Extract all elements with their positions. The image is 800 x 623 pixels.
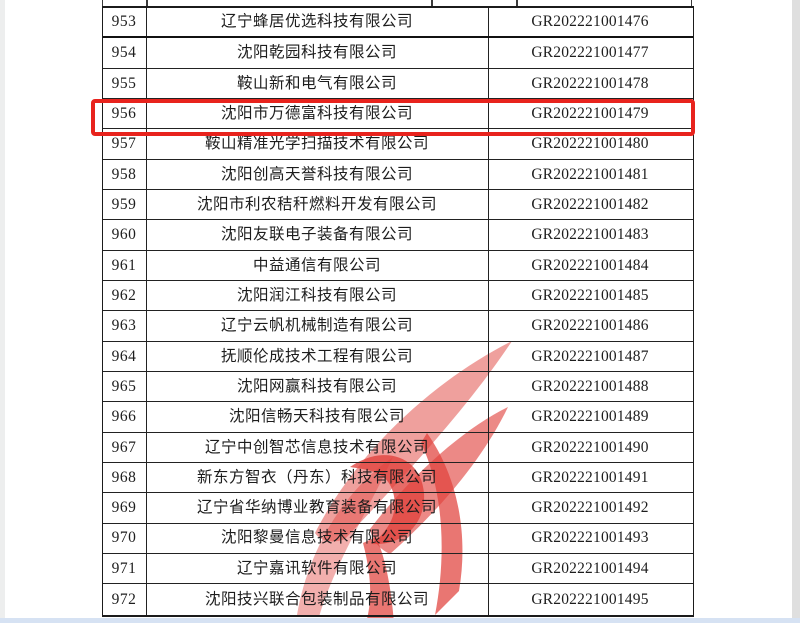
table-row: 968 新东方智衣（丹东）科技有限公司 GR202221001491 bbox=[102, 462, 693, 494]
row-number-cell: 960 bbox=[103, 220, 147, 250]
company-name-cell: 沈阳黎曼信息技术有限公司 bbox=[147, 523, 489, 553]
row-number-cell: 961 bbox=[103, 250, 147, 280]
gr-number-cell: GR202221001487 bbox=[531, 347, 649, 365]
gr-number-cell: GR202221001480 bbox=[531, 135, 649, 153]
table-row: 967 辽宁中创智芯信息技术有限公司 GR202221001490 bbox=[102, 432, 693, 463]
table-row: 972 沈阳技兴联合包装制品有限公司 GR202221001495 bbox=[103, 584, 693, 615]
company-name-cell: 中益通信有限公司 bbox=[147, 250, 489, 280]
row-number-cell: 972 bbox=[103, 584, 147, 615]
table-row: 965 沈阳网赢科技有限公司 GR202221001488 bbox=[102, 371, 693, 403]
gr-number-cell: GR202221001486 bbox=[531, 317, 649, 335]
row-number-cell: 968 bbox=[103, 462, 147, 493]
table-row: 958 沈阳创高天誉科技有限公司 GR202221001481 bbox=[102, 159, 693, 190]
table-row: 955 鞍山新和电气有限公司 GR202221001478 bbox=[102, 68, 693, 99]
row-number-cell: 955 bbox=[103, 68, 147, 98]
page-left-edge bbox=[0, 0, 5, 623]
scrollbar-track[interactable] bbox=[792, 0, 800, 623]
gr-number-cell: GR202221001492 bbox=[531, 499, 649, 517]
gr-number-cell: GR202221001478 bbox=[531, 74, 649, 92]
company-name-cell: 辽宁云帆机械制造有限公司 bbox=[147, 311, 489, 341]
table-row: 956 沈阳市万德富科技有限公司 GR202221001479 bbox=[102, 98, 693, 130]
row-number-cell: 956 bbox=[103, 98, 147, 129]
table-border-stub bbox=[101, 0, 103, 7]
table-border-stub bbox=[690, 0, 692, 7]
company-name-cell: 鞍山精准光学扫描技术有限公司 bbox=[147, 129, 489, 159]
row-number-cell: 953 bbox=[103, 8, 147, 37]
company-name-cell: 沈阳友联电子装备有限公司 bbox=[147, 220, 489, 250]
gr-number-cell: GR202221001477 bbox=[531, 44, 649, 62]
company-name-cell: 沈阳市万德富科技有限公司 bbox=[147, 98, 489, 129]
gr-number-cell: GR202221001495 bbox=[531, 590, 649, 608]
gr-number-cell: GR202221001491 bbox=[531, 468, 649, 486]
table-border-stub bbox=[516, 0, 518, 7]
gr-number-cell: GR202221001481 bbox=[531, 165, 649, 183]
company-name-cell: 辽宁中创智芯信息技术有限公司 bbox=[147, 432, 489, 462]
red-flame-watermark-icon bbox=[297, 341, 512, 623]
row-number-cell: 957 bbox=[103, 129, 147, 159]
gr-number-cell: GR202221001494 bbox=[531, 559, 649, 577]
company-name-cell: 辽宁省华纳博业教育装备有限公司 bbox=[147, 493, 489, 523]
company-name-cell: 鞍山新和电气有限公司 bbox=[147, 68, 489, 98]
table-border-stub bbox=[146, 0, 148, 7]
row-number-cell: 959 bbox=[103, 189, 147, 220]
gr-number-cell: GR202221001488 bbox=[531, 377, 649, 395]
table-row: 960 沈阳友联电子装备有限公司 GR202221001483 bbox=[102, 220, 693, 251]
companies-table: 953 辽宁蜂居优选科技有限公司 GR202221001476 954 沈阳乾园… bbox=[101, 6, 694, 617]
gr-number-cell: GR202221001490 bbox=[531, 438, 649, 456]
company-name-cell: 沈阳乾园科技有限公司 bbox=[147, 38, 489, 68]
table-row: 954 沈阳乾园科技有限公司 GR202221001477 bbox=[102, 38, 693, 69]
row-number-cell: 963 bbox=[103, 311, 147, 341]
gr-number-cell: GR202221001476 bbox=[531, 13, 649, 31]
table-border-stub bbox=[431, 0, 433, 7]
gr-number-cell: GR202221001485 bbox=[531, 286, 649, 304]
gr-number-cell: GR202221001482 bbox=[531, 195, 649, 213]
table-row: 969 辽宁省华纳博业教育装备有限公司 GR202221001492 bbox=[102, 493, 693, 524]
row-number-cell: 966 bbox=[103, 402, 147, 432]
row-number-cell: 954 bbox=[103, 38, 147, 68]
table-row: 966 沈阳信畅天科技有限公司 GR202221001489 bbox=[102, 402, 693, 433]
table-row: 964 抚顺伦成技术工程有限公司 GR202221001487 bbox=[102, 341, 693, 372]
company-name-cell: 沈阳网赢科技有限公司 bbox=[147, 371, 489, 402]
company-name-cell: 沈阳市利农秸秆燃料开发有限公司 bbox=[147, 189, 489, 220]
table-row: 961 中益通信有限公司 GR202221001484 bbox=[102, 250, 693, 281]
company-name-cell: 辽宁蜂居优选科技有限公司 bbox=[147, 8, 489, 37]
company-name-cell: 抚顺伦成技术工程有限公司 bbox=[147, 341, 489, 371]
table-row: 971 辽宁嘉讯软件有限公司 GR202221001494 bbox=[102, 553, 693, 585]
table-body: 953 辽宁蜂居优选科技有限公司 GR202221001476 954 沈阳乾园… bbox=[102, 8, 693, 615]
row-number-cell: 969 bbox=[103, 493, 147, 523]
row-number-cell: 970 bbox=[103, 523, 147, 553]
table-row: 957 鞍山精准光学扫描技术有限公司 GR202221001480 bbox=[102, 129, 693, 160]
table-row: 953 辽宁蜂居优选科技有限公司 GR202221001476 bbox=[102, 8, 693, 39]
company-name-cell: 新东方智衣（丹东）科技有限公司 bbox=[147, 462, 489, 493]
gr-number-cell: GR202221001483 bbox=[531, 226, 649, 244]
company-name-cell: 沈阳创高天誉科技有限公司 bbox=[147, 159, 489, 189]
row-number-cell: 958 bbox=[103, 159, 147, 189]
row-number-cell: 965 bbox=[103, 371, 147, 402]
table-row: 959 沈阳市利农秸秆燃料开发有限公司 GR202221001482 bbox=[102, 189, 693, 221]
company-name-cell: 沈阳润江科技有限公司 bbox=[147, 280, 489, 311]
gr-number-cell: GR202221001479 bbox=[531, 104, 649, 122]
row-number-cell: 962 bbox=[103, 280, 147, 311]
company-name-cell: 沈阳信畅天科技有限公司 bbox=[147, 402, 489, 432]
row-number-cell: 967 bbox=[103, 432, 147, 462]
row-number-cell: 971 bbox=[103, 553, 147, 584]
gr-number-cell: GR202221001489 bbox=[531, 408, 649, 426]
gr-number-cell: GR202221001484 bbox=[531, 256, 649, 274]
bottom-status-strip bbox=[0, 618, 800, 623]
table-row: 970 沈阳黎曼信息技术有限公司 GR202221001493 bbox=[102, 523, 693, 554]
company-name-cell: 辽宁嘉讯软件有限公司 bbox=[147, 553, 489, 584]
company-name-cell: 沈阳技兴联合包装制品有限公司 bbox=[147, 584, 489, 615]
gr-number-cell: GR202221001493 bbox=[531, 529, 649, 547]
table-row: 963 辽宁云帆机械制造有限公司 GR202221001486 bbox=[102, 311, 693, 342]
row-number-cell: 964 bbox=[103, 341, 147, 371]
table-row: 962 沈阳润江科技有限公司 GR202221001485 bbox=[102, 280, 693, 312]
